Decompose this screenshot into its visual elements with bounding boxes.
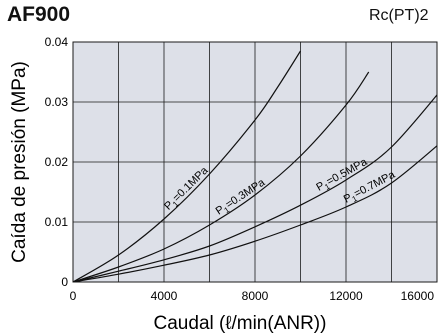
port-size-label: Rc(PT)2 [369, 7, 429, 24]
series-line [73, 93, 437, 282]
y-tick-label: 0.03 [45, 95, 69, 109]
series-line [73, 144, 437, 282]
y-tick-label: 0.04 [45, 35, 69, 49]
x-tick-label: 16000 [401, 289, 435, 303]
x-tick-label: 0 [70, 289, 77, 303]
y-tick-label: 0.02 [45, 155, 69, 169]
series-line [73, 71, 370, 282]
y-tick-label: 0 [61, 275, 68, 289]
y-tick-label: 0.01 [45, 215, 69, 229]
y-axis-label: Caída de presión (MPa) [9, 61, 30, 263]
series-line [73, 50, 302, 282]
x-tick-label: 12000 [329, 289, 363, 303]
plot-frame [72, 41, 438, 283]
x-axis-label: Caudal (ℓ/min(ANR)) [154, 313, 327, 333]
x-tick-label: 8000 [242, 289, 269, 303]
x-tick-label: 4000 [151, 289, 178, 303]
model-title: AF900 [7, 3, 71, 26]
